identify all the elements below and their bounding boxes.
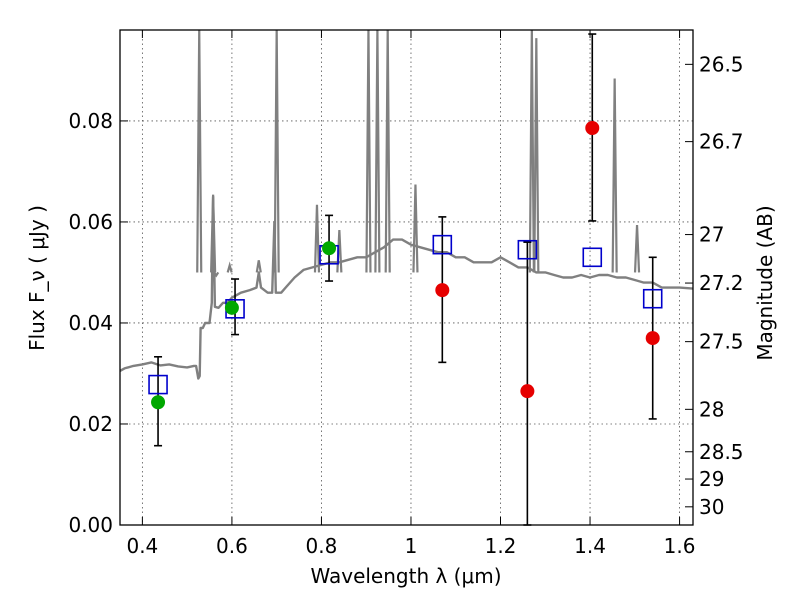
x-tick-label: 1.6	[664, 534, 696, 558]
plot-frame	[119, 29, 694, 526]
emission-line	[365, 30, 372, 273]
model-flux-square	[432, 234, 453, 255]
observed-flux-point-green	[322, 241, 337, 256]
emission-line	[611, 78, 618, 273]
y2-axis-title: Magnitude (AB)	[753, 205, 777, 360]
observed-flux-point-red	[520, 384, 535, 399]
y2-tick-label: 27.2	[699, 271, 744, 295]
emission-line	[213, 271, 220, 278]
emission-line	[313, 204, 321, 273]
emission-line	[255, 260, 262, 273]
observed-flux-point-green	[151, 395, 166, 410]
y2-tick-label: 27.5	[699, 330, 744, 354]
observed-flux-point-red	[645, 331, 660, 346]
y2-tick-label: 30	[699, 495, 724, 519]
emission-line	[412, 184, 419, 273]
y2-tick-label: 28.5	[699, 440, 744, 464]
model-flux-square	[582, 247, 603, 268]
y-tick-label: 0.04	[68, 311, 113, 335]
x-tick-label: 0.4	[126, 534, 158, 558]
emission-line	[196, 30, 203, 273]
emission-line	[384, 30, 391, 273]
y2-tick-label: 28	[699, 397, 724, 421]
model-flux-square	[148, 374, 168, 395]
y-tick-label: 0.06	[68, 210, 113, 234]
emission-line	[273, 30, 280, 273]
observed-flux-point-red	[585, 120, 600, 135]
x-tick-label: 1.4	[574, 534, 606, 558]
y2-tick-label: 26.5	[699, 52, 744, 76]
model-flux-square	[642, 288, 663, 309]
marker-layer	[148, 120, 663, 410]
axes: 0.4 0.6 0.8 1 1.2 1.4 1.6 0.00 0.02 0.04 0.06 0.08 2…	[68, 30, 744, 558]
observed-flux-point-green	[224, 300, 239, 315]
x-tick-label: 1.2	[485, 534, 517, 558]
emission-line	[528, 30, 535, 273]
model-spectrum-line	[120, 195, 693, 380]
emission-line	[633, 224, 641, 273]
y-axis-title: Flux F_ν ( μJy )	[25, 205, 49, 351]
x-tick-label: 0.6	[216, 534, 248, 558]
x-axis-title: Wavelength λ (μm)	[310, 564, 501, 588]
y-tick-label: 0.08	[68, 109, 113, 133]
emission-line	[226, 261, 233, 273]
y-tick-label: 0.00	[68, 513, 113, 537]
y-tick-label: 0.02	[68, 412, 113, 436]
grid	[120, 30, 693, 525]
emission-line	[533, 38, 540, 273]
y2-tick-label: 26.7	[699, 130, 744, 154]
plot-area	[120, 30, 693, 380]
error-bar-layer	[154, 33, 657, 526]
emission-line	[210, 194, 217, 273]
y2-tick-label: 27	[699, 223, 724, 247]
y2-tick-label: 29	[699, 467, 724, 491]
x-tick-label: 0.8	[306, 534, 338, 558]
emission-line	[374, 30, 381, 273]
observed-flux-point-red	[435, 283, 450, 298]
x-tick-label: 1	[405, 534, 418, 558]
model-flux-square	[517, 239, 538, 260]
